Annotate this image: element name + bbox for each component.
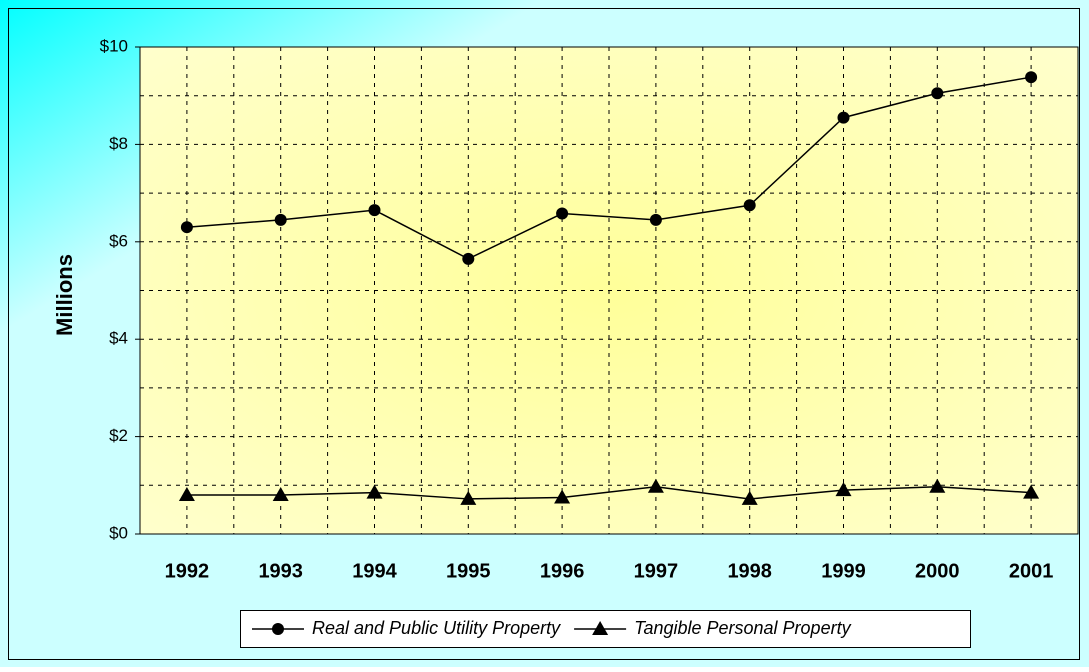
x-tick-label: 1998 <box>727 560 772 582</box>
marker <box>649 213 662 226</box>
legend-label: Real and Public Utility Property <box>312 618 561 638</box>
marker <box>931 87 944 100</box>
chart-border <box>8 8 1080 660</box>
marker <box>366 484 383 499</box>
series-line <box>186 486 1032 500</box>
x-tick-label: 1995 <box>446 560 491 582</box>
marker <box>835 482 852 497</box>
marker <box>741 490 758 505</box>
marker <box>1025 71 1038 84</box>
y-tick-label: $0 <box>109 523 128 542</box>
marker <box>743 199 756 212</box>
x-tick-label: 2000 <box>915 560 960 582</box>
marker <box>554 489 571 504</box>
x-tick-label: 1996 <box>540 560 585 582</box>
marker <box>178 487 195 502</box>
y-tick-label: $4 <box>109 329 128 348</box>
y-axis-label: Millions <box>52 254 77 336</box>
marker <box>556 207 569 220</box>
x-tick-label: 1997 <box>634 560 679 582</box>
marker <box>272 623 284 635</box>
y-tick-label: $10 <box>100 36 128 55</box>
marker <box>1023 484 1040 499</box>
marker <box>929 478 946 493</box>
x-tick-label: 2001 <box>1009 560 1054 582</box>
marker <box>368 204 381 217</box>
marker <box>837 111 850 124</box>
y-tick-label: $2 <box>109 426 128 445</box>
x-tick-label: 1992 <box>165 560 210 582</box>
y-tick-label: $8 <box>109 134 128 153</box>
marker <box>180 221 193 234</box>
marker <box>592 621 609 635</box>
x-tick-label: 1994 <box>352 560 397 582</box>
y-tick-label: $6 <box>109 231 128 250</box>
marker <box>272 487 289 502</box>
marker <box>647 478 664 493</box>
legend-label: Tangible Personal Property <box>634 618 851 638</box>
series-line <box>186 76 1032 260</box>
marker <box>462 252 475 265</box>
marker <box>460 490 477 505</box>
marker <box>274 213 287 226</box>
x-tick-label: 1999 <box>821 560 866 582</box>
x-tick-label: 1993 <box>258 560 303 582</box>
